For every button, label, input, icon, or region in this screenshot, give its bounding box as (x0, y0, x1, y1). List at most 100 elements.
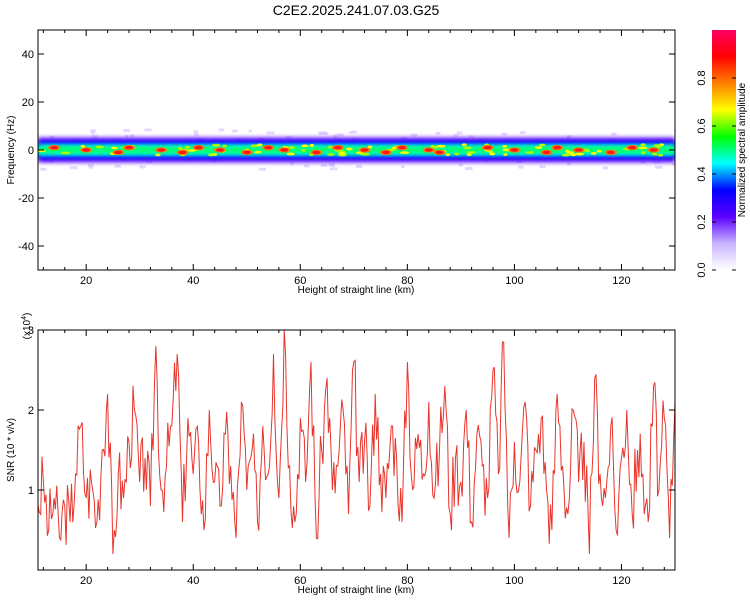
spectrogram-cell (454, 152, 460, 156)
spectrogram-halo (69, 166, 78, 170)
spectrogram-cell (211, 143, 221, 147)
spectrogram-peak (483, 145, 492, 150)
spectrogram-cell (360, 152, 370, 156)
spectrogram-cell (300, 149, 307, 152)
spectrogram-peak (114, 150, 123, 155)
x-tick-label: 60 (294, 575, 306, 587)
snr-scale-label: (x104) (21, 313, 33, 340)
spectrogram-cell (525, 151, 534, 154)
spectrogram-cell (345, 147, 353, 151)
spectrogram-halo (453, 133, 458, 137)
spectrogram-halo (331, 163, 335, 167)
snr-x-label: Height of straight line (km) (298, 585, 415, 596)
y-tick-label: 0 (28, 145, 34, 157)
spectrogram-halo (410, 133, 418, 137)
x-tick-label: 40 (187, 575, 199, 587)
snr-y-label: SNR (10 * v/v) (6, 418, 17, 482)
y-tick-label: 20 (22, 97, 34, 109)
spectrogram-peak (424, 148, 433, 152)
spectrogram-cell (367, 145, 373, 149)
spectrogram-cell (565, 149, 570, 153)
spectrogram-halo (90, 131, 95, 135)
spectrogram-cell (155, 153, 161, 157)
y-tick-label: 40 (22, 49, 34, 61)
spectrogram-cell (207, 153, 215, 157)
spectrogram-halo (218, 128, 225, 132)
spectrogram-cell (80, 145, 86, 148)
snr-y-axis: 1 2 3 (28, 325, 675, 497)
spectrogram-halo (520, 131, 526, 135)
colorbar-tick-label: 0.2 (696, 214, 708, 229)
x-tick-label: 80 (401, 275, 413, 287)
spectrogram-cell (466, 153, 472, 156)
spectrogram-halo (469, 135, 474, 139)
spectrogram-halo (355, 164, 363, 168)
spectrogram-cell (436, 144, 446, 148)
spectrogram-cell (287, 146, 296, 149)
spectrogram-peak (312, 150, 321, 155)
spectrogram-halo (602, 166, 608, 170)
x-tick-label: 100 (505, 275, 523, 287)
spectrogram-cell (60, 151, 71, 155)
spectrogram-halo (258, 167, 266, 171)
spectrogram-peak (50, 145, 59, 150)
colorbar-tick-label: 0.4 (696, 166, 708, 181)
spectrogram-cell (590, 152, 597, 155)
snr-frame (37, 329, 676, 571)
spectrogram-peak (280, 148, 289, 152)
spectrogram-cell (538, 143, 546, 147)
spectrogram-peak (628, 145, 637, 150)
spectrogram-cell (445, 153, 451, 157)
spectrogram-halo (501, 132, 508, 136)
spectrogram-cell (222, 144, 227, 148)
spectrogram-cell (256, 143, 263, 147)
spectrogram-peak (510, 148, 519, 152)
spectrogram-cell (286, 152, 295, 156)
x-tick-label: 60 (294, 275, 306, 287)
spectrogram-peak (649, 148, 658, 152)
spectrogram-cell (461, 143, 467, 147)
spectrogram-halo (465, 167, 473, 171)
spectrogram-halo (320, 163, 328, 167)
spectrogram-cell (656, 145, 662, 148)
spectrogram-x-axis: 20 40 60 80 100 120 (42, 30, 665, 287)
spectrogram-halo (349, 130, 354, 134)
spectrogram-halo (139, 165, 146, 169)
spectrogram-cell (95, 145, 104, 149)
spectrogram-halo (193, 130, 199, 134)
spectrogram-cell (177, 147, 183, 150)
spectrogram-halo (539, 165, 546, 169)
spectrogram-peak (360, 148, 369, 152)
x-tick-label: 100 (505, 575, 523, 587)
spectrogram-halo (285, 135, 293, 139)
spectrogram-peak (553, 145, 562, 150)
spectrogram-cell (561, 153, 571, 157)
spectrogram-peak (574, 148, 583, 152)
spectrogram-halo (144, 128, 152, 132)
spectrogram-y-axis: 40 20 0 -20 -40 (18, 49, 675, 253)
spectrogram-chart: 20 40 60 80 100 120 40 20 0 -20 -40 Height of str… (6, 29, 748, 296)
spectrogram-halo (88, 163, 94, 167)
spectrogram-cell (503, 153, 508, 156)
spectrogram-cell (338, 151, 347, 155)
x-tick-label: 40 (187, 275, 199, 287)
spectrogram-halo (401, 165, 405, 169)
spectrogram-peak (398, 145, 406, 150)
spectrogram-peak (435, 150, 444, 155)
spectrogram-halo (318, 131, 327, 135)
spectrogram-halo (567, 162, 571, 166)
y-tick-label: 3 (28, 325, 34, 337)
spectrogram-peak (157, 148, 166, 152)
spectrogram-halo (114, 164, 121, 168)
chart-title: C2E2.2025.241.07.03.G25 (272, 2, 440, 18)
spectrogram-halo (90, 129, 96, 133)
spectrogram-band-layer (38, 146, 675, 154)
spectrogram-peak (216, 148, 224, 152)
spectrogram-cell (502, 145, 508, 148)
spectrogram-halo (330, 167, 338, 171)
colorbar-label: Normalized spectral amplitude (737, 82, 748, 217)
spectrogram-cell (596, 149, 602, 153)
spectrogram-halo (611, 132, 617, 136)
spectrogram-cell (570, 153, 577, 157)
spectrogram-halo (266, 131, 275, 135)
